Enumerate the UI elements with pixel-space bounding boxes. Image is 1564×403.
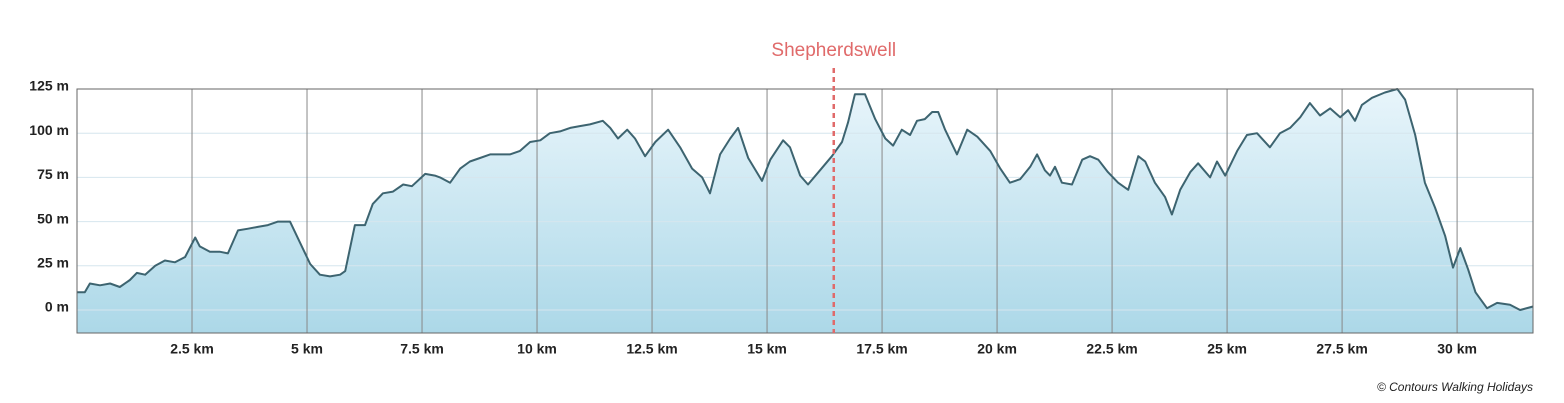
x-tick-label: 27.5 km xyxy=(1316,341,1367,357)
plot-frame xyxy=(76,88,1534,334)
elevation-area xyxy=(77,89,1533,333)
x-tick-label: 25 km xyxy=(1207,341,1247,357)
y-tick-label: 75 m xyxy=(37,166,69,182)
y-tick-label: 125 m xyxy=(29,78,69,94)
x-tick-label: 22.5 km xyxy=(1086,341,1137,357)
credit: © Contours Walking Holidays xyxy=(1377,380,1533,394)
x-tick-label: 2.5 km xyxy=(170,341,214,357)
y-tick-label: 0 m xyxy=(45,299,69,315)
y-tick-label: 50 m xyxy=(37,210,69,226)
x-tick-label: 30 km xyxy=(1437,341,1477,357)
x-tick-label: 17.5 km xyxy=(856,341,907,357)
elevation-line xyxy=(77,88,1534,311)
x-tick-label: 10 km xyxy=(517,341,557,357)
x-tick-label: 7.5 km xyxy=(400,341,444,357)
x-tick-label: 12.5 km xyxy=(626,341,677,357)
y-tick-label: 100 m xyxy=(29,122,69,138)
x-tick-label: 15 km xyxy=(747,341,787,357)
x-tick-label: 5 km xyxy=(291,341,323,357)
y-tick-label: 25 m xyxy=(37,255,69,271)
annotation-label: Shepherdswell xyxy=(771,40,896,61)
x-tick-label: 20 km xyxy=(977,341,1017,357)
